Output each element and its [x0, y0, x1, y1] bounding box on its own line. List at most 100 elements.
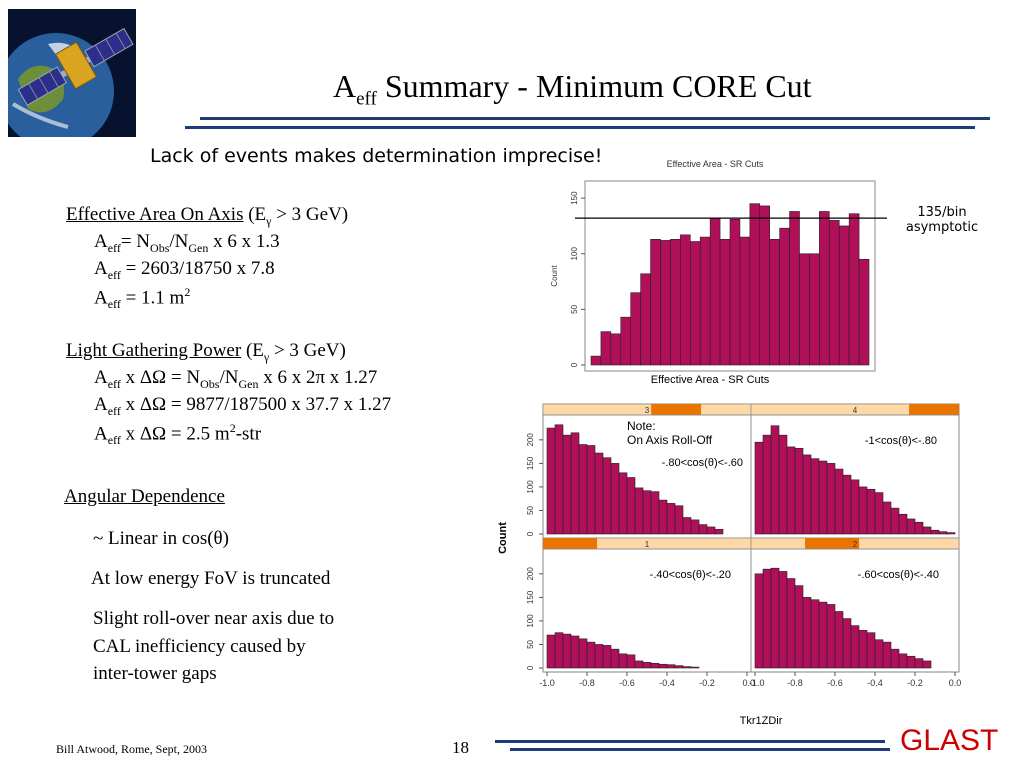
panel-bar — [754, 573, 764, 669]
panel-cos-label: -1<cos(θ)<-.80 — [865, 435, 937, 447]
panel-bar — [850, 479, 860, 535]
chart-top-bar — [789, 211, 800, 366]
panel-ytick-label: 0 — [526, 531, 535, 536]
on-axis-note: Note: On Axis Roll-Off — [627, 419, 713, 447]
panel-bar — [770, 567, 780, 669]
chart-top-bar — [680, 234, 691, 366]
panel-xtick-label: -1.0 — [749, 678, 765, 688]
panel-bar — [842, 474, 852, 535]
panel-bar — [778, 434, 788, 535]
chart-top-bar — [719, 238, 731, 366]
panel-ytick-label: 200 — [526, 433, 535, 447]
chart-top-bar — [630, 292, 641, 366]
footer-rule-bottom — [510, 748, 890, 751]
asymptote-label-line-2: asymptotic — [905, 220, 979, 235]
panel-bar — [578, 444, 588, 535]
panel-bar — [882, 641, 892, 669]
panel-bar — [770, 425, 780, 535]
panel-bar — [666, 664, 676, 669]
effective-area-line-2: Aeff = 2603/18750 x 7.8 — [94, 258, 275, 282]
chart-top-bar — [620, 316, 632, 366]
chart-bottom-ylabel: Count — [497, 522, 509, 554]
chart-top-bar — [640, 273, 651, 366]
chart-top-bar — [600, 331, 612, 366]
satellite-over-earth-icon — [0, 9, 136, 149]
panel-bar — [650, 662, 660, 669]
panel-bar — [706, 526, 716, 535]
chart-top-bar — [848, 213, 860, 366]
chart-top-bar — [769, 238, 780, 366]
panel-bar — [658, 663, 668, 669]
panel-bar — [762, 568, 772, 669]
panel-xtick-label: -0.2 — [699, 678, 715, 688]
panel-strip-indicator — [909, 404, 959, 415]
asymptote-label: 135/bin asymptotic — [900, 205, 984, 235]
panel-bar — [850, 625, 860, 669]
panel-bar — [914, 521, 924, 535]
panel-bar — [874, 492, 884, 535]
panel-bar — [682, 517, 692, 535]
panel-bar — [914, 658, 924, 669]
panel-bar — [858, 630, 868, 669]
panel-cos-label: -.80<cos(θ)<-.60 — [662, 457, 743, 469]
chart-top-bar — [590, 355, 602, 366]
chart-top-ytick-label: 150 — [570, 191, 579, 205]
panel-strip-label: 3 — [645, 406, 650, 415]
logo-satellite-earth — [0, 9, 136, 149]
panel-bar — [626, 654, 636, 669]
panel-bar — [634, 660, 644, 669]
panel-bar — [610, 463, 620, 535]
panel-bar — [802, 597, 812, 669]
panel-ytick-label: 100 — [526, 480, 535, 494]
panel-bar — [682, 666, 692, 669]
chart-top-bar — [660, 240, 671, 366]
panel-xtick-label: -0.2 — [907, 678, 923, 688]
panel-bar — [602, 457, 612, 535]
panel-ytick-label: 150 — [526, 590, 535, 604]
angular-line-2: At low energy FoV is truncated — [91, 568, 331, 589]
panel-strip-label: 1 — [645, 540, 650, 549]
chart-top-bar — [699, 236, 711, 366]
panel-xtick-label: -1.0 — [539, 678, 555, 688]
panel-bar — [586, 641, 596, 669]
panel-bar — [866, 632, 876, 669]
panel-bar — [810, 458, 820, 535]
panel-bar — [818, 601, 828, 669]
panel-bar — [610, 648, 620, 669]
chart-top-bar — [759, 205, 771, 366]
chart-top-bar — [838, 225, 850, 366]
glast-logo: GLAST — [900, 724, 999, 757]
panel-xtick-label: -0.4 — [659, 678, 675, 688]
panel-bar — [618, 472, 628, 535]
chart-top-bar — [749, 203, 761, 366]
panel-bar — [794, 448, 804, 535]
angular-line-3: Slight roll-over near axis due to — [93, 608, 335, 629]
panel-bar — [762, 434, 772, 535]
angular-line-4: CAL inefficiency caused by — [93, 636, 306, 657]
chart-top-bar — [670, 238, 681, 366]
panel-bar — [586, 445, 596, 535]
panel-bar — [546, 427, 556, 535]
chart-top-bar — [739, 236, 751, 366]
panel-bar — [578, 638, 588, 669]
chart-top-frame — [584, 180, 876, 372]
angular-line-1: ~ Linear in cos(θ) — [93, 528, 229, 549]
panel-strip-indicator — [805, 538, 860, 549]
panel-bar — [922, 660, 932, 669]
panel-bar — [690, 666, 700, 669]
panel-ytick-label: 50 — [526, 505, 535, 514]
effective-area-line-1: Aeff= NObs/NGen x 6 x 1.3 — [94, 231, 280, 255]
panel-xtick-label: -0.8 — [787, 678, 803, 688]
panel-bar — [786, 578, 796, 669]
panel-xtick-label: -0.4 — [867, 678, 883, 688]
panel-bar — [802, 454, 812, 535]
panel-bar — [554, 424, 564, 535]
chart-top-bar — [809, 253, 820, 366]
panel-bar — [562, 633, 572, 669]
panel-bar — [890, 648, 900, 669]
panel-ytick-label: 150 — [526, 456, 535, 470]
chart-top-bar — [709, 217, 721, 366]
panel-bar — [874, 639, 884, 669]
chart-top-bar — [799, 253, 810, 366]
panel-bar — [618, 653, 628, 669]
